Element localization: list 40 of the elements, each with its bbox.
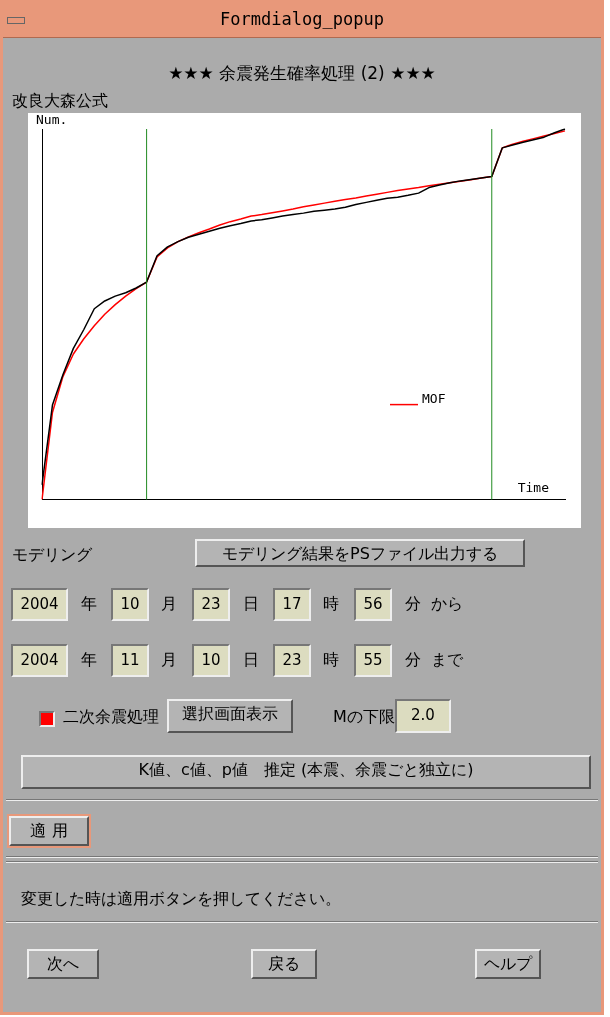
text: 10: [111, 588, 149, 621]
text: 変更した時は適用ボタンを押してください。: [21, 889, 341, 908]
text: ヘルプ: [475, 949, 541, 979]
text: 年: [81, 594, 97, 613]
text: 2.0: [395, 699, 451, 733]
text: 選択画面表示: [167, 699, 293, 733]
text: 月: [161, 594, 177, 613]
chart-title: ★★★ 余震発生確率処理 (2) ★★★: [167, 63, 437, 83]
text: 時: [323, 650, 339, 669]
legend-label: MOF: [422, 390, 446, 406]
text: 次へ: [27, 949, 99, 979]
text: から: [431, 594, 463, 613]
text: 55: [354, 644, 392, 677]
text: 日: [243, 594, 259, 613]
text: 10: [192, 644, 230, 677]
text: 日: [243, 650, 259, 669]
text: 分: [405, 650, 421, 669]
text: 二次余震処理: [63, 707, 159, 726]
text: K値、c値、p値 推定 (本震、余震ごと独立に): [21, 755, 591, 789]
text: 2004: [11, 588, 68, 621]
text: Mの下限: [333, 707, 395, 726]
text: モデリング: [12, 545, 92, 564]
text: 23: [273, 644, 311, 677]
text: 23: [192, 588, 230, 621]
text: 56: [354, 588, 392, 621]
text: 月: [161, 650, 177, 669]
text: 11: [111, 644, 149, 677]
chart-subtitle: 改良大森公式: [12, 91, 108, 110]
x-axis-title: Time: [517, 480, 550, 496]
text: 適 用: [9, 816, 89, 846]
text: 戻る: [251, 949, 317, 979]
text: 時: [323, 594, 339, 613]
text: Formdialog_popup: [219, 9, 385, 31]
text: 2004: [11, 644, 68, 677]
y-axis-title: Num.: [36, 111, 68, 127]
text: まで: [431, 650, 463, 669]
text: 分: [405, 594, 421, 613]
text: 17: [273, 588, 311, 621]
text: モデリング結果をPSファイル出力する: [195, 539, 525, 567]
text: 年: [81, 650, 97, 669]
